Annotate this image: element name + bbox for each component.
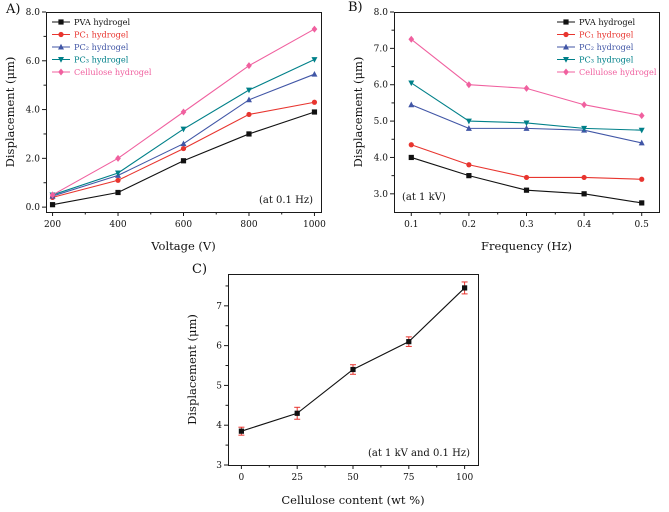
- y-tick-label: 6.0: [26, 57, 41, 67]
- x-tick-label: 800: [240, 220, 257, 230]
- x-tick-label: 50: [347, 473, 359, 483]
- x-axis-label: Voltage (V): [150, 239, 215, 253]
- x-tick-label: 0.3: [519, 220, 534, 230]
- y-tick-label: 6: [216, 342, 222, 352]
- y-axis-label: Displacement (μm): [3, 57, 17, 168]
- series-pva-hydrogel: [408, 154, 645, 206]
- legend-item-pc1-hydrogel: PC₁ hydrogel: [52, 29, 129, 39]
- legend: PVA hydrogel PC₁ hydrogel PC₂ hydrogel PC₃ …: [557, 17, 657, 77]
- chart-annotation: (at 0.1 Hz): [259, 195, 313, 206]
- y-axis-label: Displacement (μm): [351, 57, 365, 168]
- x-tick-label: 75: [403, 473, 415, 483]
- legend-label: PC₁ hydrogel: [74, 29, 129, 39]
- y-tick-label: 4.0: [26, 106, 41, 116]
- legend-item-pc3-hydrogel: PC₃ hydrogel: [52, 54, 129, 64]
- legend-label: PVA hydrogel: [579, 17, 635, 27]
- legend-label: PC₁ hydrogel: [579, 29, 634, 39]
- chart-c: 0 25 50 75 100 3 4 5 6 7 Cellulose content (wt %) D…: [168, 258, 508, 512]
- chart-annotation: (at 1 kV): [402, 192, 446, 203]
- y-tick-label: 8.0: [26, 8, 41, 18]
- chart-c-svg: 0 25 50 75 100 3 4 5 6 7 Cellulose content (wt %) D…: [185, 274, 479, 507]
- y-tick-label: 7.0: [374, 44, 389, 54]
- legend-item-cellulose-hydrogel: Cellulose hydrogel: [557, 67, 657, 77]
- x-axis: 200 400 600 800 1000: [44, 212, 326, 230]
- x-tick-label: 1000: [303, 220, 326, 230]
- series-cellulose-hydrogel: [49, 25, 318, 199]
- legend-label: PC₃ hydrogel: [579, 54, 634, 64]
- x-tick-label: 25: [291, 473, 303, 483]
- series-cellulose-hydrogel: [408, 35, 645, 120]
- x-tick-label: 600: [175, 220, 192, 230]
- y-axis: 0.0 2.0 4.0 6.0 8.0: [26, 8, 46, 213]
- legend-item-pc1-hydrogel: PC₁ hydrogel: [557, 29, 634, 39]
- y-tick-label: 3: [216, 461, 222, 471]
- y-axis-label: Displacement (μm): [185, 314, 199, 425]
- y-tick-label: 2.0: [26, 154, 41, 164]
- x-tick-label: 200: [44, 220, 61, 230]
- panel-a-label: A): [6, 2, 21, 17]
- y-tick-label: 3.0: [374, 190, 389, 200]
- x-tick-label: 400: [109, 220, 126, 230]
- series-pc2-hydrogel: [408, 101, 645, 146]
- legend-label: PC₂ hydrogel: [74, 42, 129, 52]
- series-pc1-hydrogel: [408, 142, 645, 182]
- legend: PVA hydrogel PC₁ hydrogel PC₂ hydrogel PC₃ …: [52, 17, 152, 77]
- x-axis-label: Frequency (Hz): [481, 239, 572, 253]
- y-tick-label: 4.0: [374, 153, 389, 163]
- x-tick-label: 0.5: [635, 220, 650, 230]
- x-tick-label: 0: [239, 473, 245, 483]
- legend-item-pc2-hydrogel: PC₂ hydrogel: [557, 42, 634, 52]
- legend-item-pc3-hydrogel: PC₃ hydrogel: [557, 54, 634, 64]
- y-axis: 3.0 4.0 5.0 6.0 7.0 8.0: [374, 8, 394, 200]
- series-cellulose-blend-displacement: [238, 281, 468, 436]
- chart-a: 200 400 600 800 1000 0.0 2.0 4.0 6.0 8.0 Voltage (…: [0, 0, 335, 258]
- chart-b: 0.1 0.2 0.3 0.4 0.5 3.0 4.0 5.0 6.0 7.0 8.0 Frequen…: [338, 0, 669, 258]
- y-tick-label: 6.0: [374, 81, 389, 91]
- series-pc2-hydrogel: [49, 70, 318, 199]
- y-tick-label: 0.0: [26, 203, 41, 213]
- y-tick-label: 8.0: [374, 8, 389, 18]
- y-axis: 3 4 5 6 7: [216, 285, 228, 471]
- chart-annotation: (at 1 kV and 0.1 Hz): [368, 448, 470, 459]
- legend-label: PC₂ hydrogel: [579, 42, 634, 52]
- legend-item-pva-hydrogel: PVA hydrogel: [52, 17, 130, 27]
- panel-c-label: C): [192, 262, 208, 277]
- panel-b: B) 0.1 0.2 0.3 0.4 0.5 3.0 4.0 5.0 6.0 7.0 8.0 Freq…: [338, 0, 669, 258]
- y-tick-label: 5: [216, 381, 222, 391]
- panel-c: C) 0 25 50 75 100 3 4 5 6 7 Cellulose content (wt …: [168, 258, 508, 512]
- legend-label: Cellulose hydrogel: [74, 67, 152, 77]
- x-axis: 0 25 50 75 100: [239, 465, 473, 483]
- legend-label: PC₃ hydrogel: [74, 54, 129, 64]
- panel-a: A) 200 400 600 800 1000 0.0 2.0 4.0 6.0 8.0 Voltag…: [0, 0, 335, 258]
- x-tick-label: 0.2: [462, 220, 476, 230]
- legend-label: Cellulose hydrogel: [579, 67, 657, 77]
- y-tick-label: 5.0: [374, 117, 389, 127]
- x-tick-label: 100: [456, 473, 473, 483]
- x-axis-label: Cellulose content (wt %): [281, 493, 424, 507]
- x-tick-label: 0.4: [577, 220, 592, 230]
- series-pva-hydrogel: [49, 109, 318, 208]
- legend-item-pva-hydrogel: PVA hydrogel: [557, 17, 635, 27]
- series-pc3-hydrogel: [49, 57, 318, 199]
- x-tick-label: 0.1: [404, 220, 418, 230]
- legend-item-pc2-hydrogel: PC₂ hydrogel: [52, 42, 129, 52]
- series-pc3-hydrogel: [408, 80, 645, 134]
- y-tick-label: 4: [216, 421, 222, 431]
- legend-label: PVA hydrogel: [74, 17, 130, 27]
- series-pc1-hydrogel: [49, 99, 318, 200]
- x-axis: 0.1 0.2 0.3 0.4 0.5: [404, 212, 649, 230]
- panel-b-label: B): [348, 0, 363, 15]
- chart-b-svg: 0.1 0.2 0.3 0.4 0.5 3.0 4.0 5.0 6.0 7.0 8.0 Frequen…: [351, 8, 660, 253]
- legend-item-cellulose-hydrogel: Cellulose hydrogel: [52, 67, 152, 77]
- chart-a-svg: 200 400 600 800 1000 0.0 2.0 4.0 6.0 8.0 Voltage (…: [3, 8, 326, 253]
- y-tick-label: 7: [216, 302, 222, 312]
